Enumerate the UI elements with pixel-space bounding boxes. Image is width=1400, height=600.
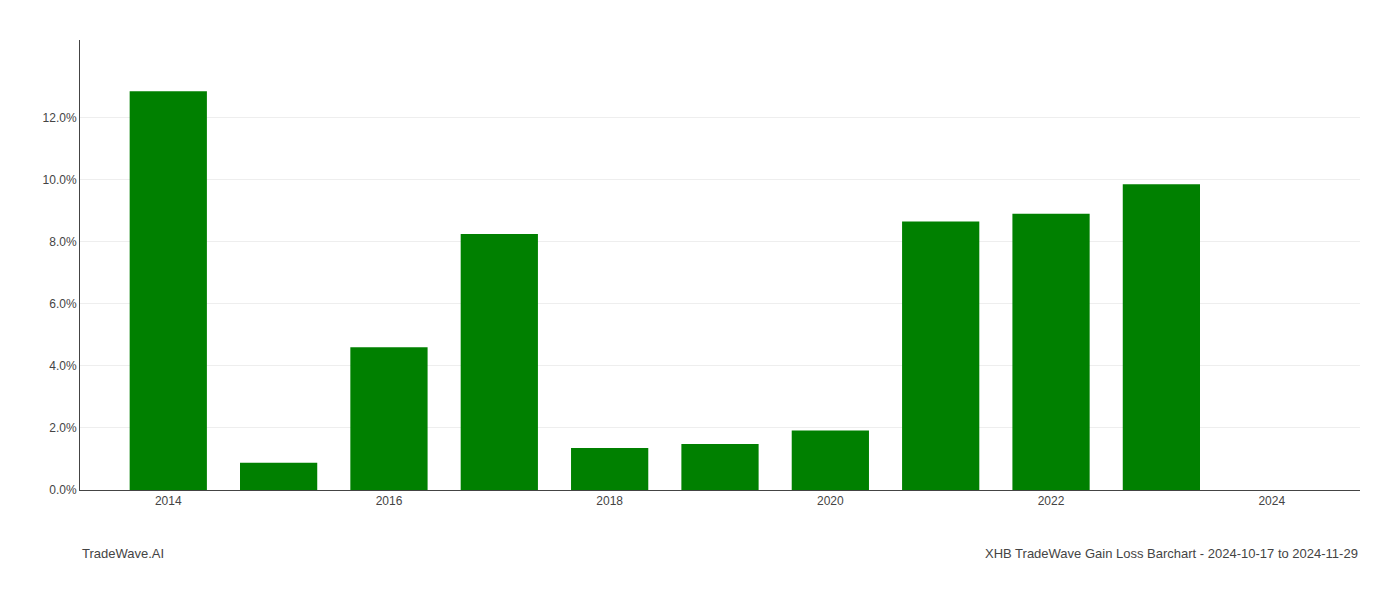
svg-text:2016: 2016 bbox=[376, 494, 403, 508]
svg-text:4.0%: 4.0% bbox=[49, 359, 77, 373]
svg-text:10.0%: 10.0% bbox=[43, 173, 77, 187]
svg-text:XHB TradeWave Gain Loss Barcha: XHB TradeWave Gain Loss Barchart - 2024-… bbox=[985, 546, 1358, 561]
svg-text:8.0%: 8.0% bbox=[49, 235, 77, 249]
svg-text:2024: 2024 bbox=[1258, 494, 1285, 508]
svg-text:2020: 2020 bbox=[817, 494, 844, 508]
svg-text:0.0%: 0.0% bbox=[49, 483, 77, 497]
svg-text:6.0%: 6.0% bbox=[49, 297, 77, 311]
svg-text:2018: 2018 bbox=[596, 494, 623, 508]
svg-text:2.0%: 2.0% bbox=[49, 421, 77, 435]
svg-text:2014: 2014 bbox=[155, 494, 182, 508]
svg-text:2022: 2022 bbox=[1038, 494, 1065, 508]
svg-text:TradeWave.AI: TradeWave.AI bbox=[82, 546, 164, 561]
svg-text:12.0%: 12.0% bbox=[43, 111, 77, 125]
